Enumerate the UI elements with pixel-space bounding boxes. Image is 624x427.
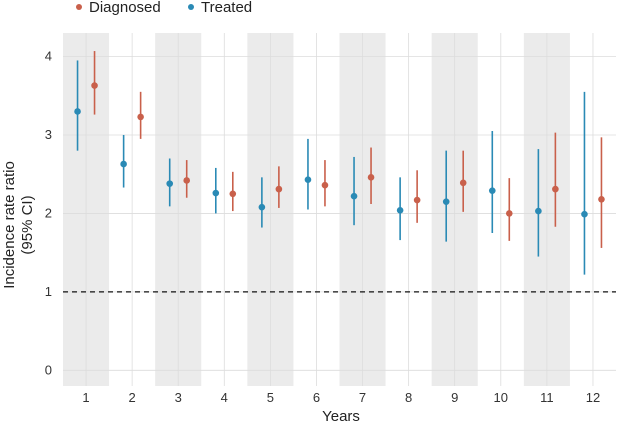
x-tick-label-9: 9: [451, 390, 458, 405]
diagnosed-point-year-3: [183, 177, 191, 184]
x-tick-label-5: 5: [267, 390, 274, 405]
treated-point-year-8: [396, 206, 404, 214]
y-tick-labels: 0 1 2 3 4: [45, 49, 52, 378]
gridlines: [63, 33, 616, 386]
diagnosed-point-year-12: [598, 196, 605, 203]
y-tick-label-1: 1: [45, 284, 52, 299]
diagnosed-point-year-4: [229, 190, 237, 198]
x-tick-label-6: 6: [313, 390, 320, 405]
x-tick-label-2: 2: [129, 390, 136, 405]
x-tick-label-1: 1: [82, 390, 89, 405]
legend-diagnosed-marker: [76, 4, 82, 10]
treated-point-year-1: [74, 108, 81, 115]
treated-point-year-4: [212, 189, 220, 197]
y-axis-title-line1: Incidence rate ratio: [1, 161, 18, 289]
treated-point-year-6: [304, 176, 312, 183]
data-marks: [74, 51, 605, 275]
legend-diagnosed-label: Diagnosed: [89, 0, 161, 16]
legend-treated-label: Treated: [201, 0, 252, 16]
x-tick-label-3: 3: [175, 390, 182, 405]
y-tick-label-2: 2: [45, 205, 52, 220]
y-axis-title-line2: (95% CI): [19, 195, 36, 254]
x-tick-label-12: 12: [586, 390, 600, 405]
x-tick-label-8: 8: [405, 390, 412, 405]
x-tick-label-11: 11: [540, 390, 554, 405]
diagnosed-point-year-9: [459, 179, 467, 187]
diagnosed-point-year-11: [552, 185, 559, 193]
treated-point-year-3: [166, 180, 174, 187]
treated-point-year-11: [535, 207, 542, 215]
x-tick-label-7: 7: [359, 390, 366, 405]
treated-point-year-7: [350, 192, 358, 200]
treated-point-year-12: [581, 210, 588, 218]
diagnosed-point-year-6: [321, 181, 329, 189]
legend-treated-marker: [188, 4, 194, 10]
diagnosed-point-year-7: [367, 174, 375, 181]
diagnosed-point-year-1: [91, 82, 98, 89]
diagnosed-point-year-5: [275, 185, 283, 193]
legend: Diagnosed Treated: [76, 0, 252, 16]
y-tick-label-0: 0: [45, 362, 52, 377]
y-tick-label-4: 4: [45, 49, 52, 64]
treated-point-year-10: [488, 187, 496, 194]
diagnosed-point-year-2: [137, 113, 144, 121]
treated-point-year-2: [120, 160, 127, 168]
diagnosed-point-year-8: [413, 196, 421, 204]
x-tick-labels: 1 2 3 4 5 6 7 8 9 10 11 12: [82, 390, 600, 405]
x-tick-label-4: 4: [221, 390, 228, 405]
y-tick-label-3: 3: [45, 127, 52, 142]
diagnosed-point-year-10: [505, 210, 513, 217]
treated-point-year-5: [258, 203, 266, 211]
x-axis-title: Years: [322, 408, 360, 425]
x-tick-label-10: 10: [494, 390, 508, 405]
treated-point-year-9: [442, 198, 450, 205]
